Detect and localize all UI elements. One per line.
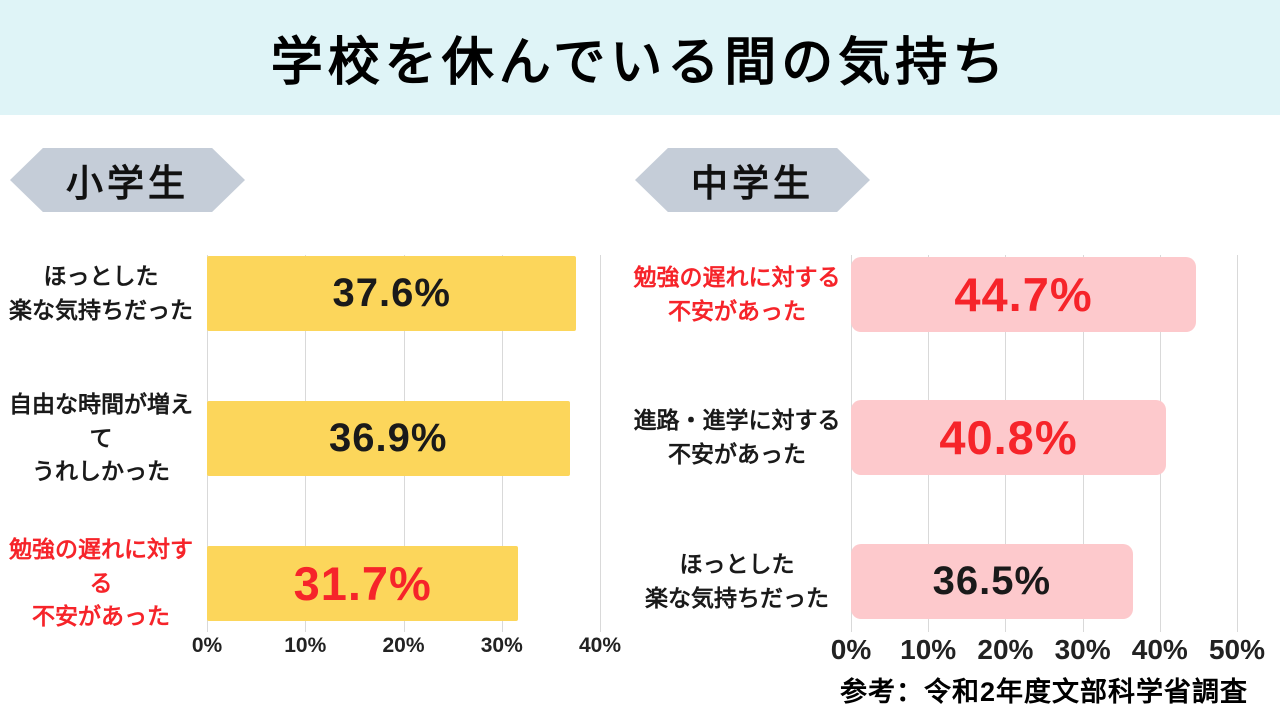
bar: 44.7% bbox=[851, 257, 1197, 332]
category-label: ほっとした 楽な気持ちだった bbox=[0, 256, 202, 331]
bar-row: 31.7% bbox=[207, 546, 600, 621]
axis-tick-label: 20% bbox=[977, 634, 1034, 665]
category-label: 勉強の遅れに対する 不安があった bbox=[0, 536, 202, 629]
bar: 36.9% bbox=[207, 401, 570, 476]
category-label-line: 不安があった bbox=[32, 603, 170, 630]
header-band: 学校を休んでいる間の気持ち bbox=[0, 0, 1280, 115]
bar-row: 36.9% bbox=[207, 401, 600, 476]
bar-row: 40.8% bbox=[851, 400, 1237, 475]
axis-tick-label: 40% bbox=[1131, 634, 1188, 665]
value-label: 40.8% bbox=[939, 411, 1078, 464]
value-label: 36.5% bbox=[932, 559, 1052, 603]
category-label: ほっとした 楽な気持ちだった bbox=[628, 544, 846, 619]
axis-tick-label: 30% bbox=[480, 634, 523, 657]
bar-row: 37.6% bbox=[207, 256, 600, 331]
category-label-line: 進路・進学に対する bbox=[633, 407, 841, 434]
source-note: 参考：令和2年度文部科学省調査 bbox=[839, 677, 1248, 707]
axis-tick-label: 20% bbox=[382, 634, 425, 657]
category-label: 勉強の遅れに対する 不安があった bbox=[628, 257, 846, 332]
badge-junior-label: 中学生 bbox=[691, 163, 814, 204]
category-label: 自由な時間が増えて うれしかった bbox=[0, 391, 202, 484]
category-label-line: 不安があった bbox=[668, 297, 806, 324]
category-label-line: 不安があった bbox=[668, 440, 806, 467]
bar: 31.7% bbox=[207, 546, 519, 621]
category-label: 進路・進学に対する 不安があった bbox=[628, 400, 846, 475]
value-label: 36.9% bbox=[329, 416, 448, 460]
category-label-line: 勉強の遅れに対する bbox=[633, 264, 841, 291]
bar-row: 36.5% bbox=[851, 544, 1237, 619]
category-label-line: 勉強の遅れに対する bbox=[9, 536, 193, 596]
plot-area: 37.6% 36.9% 31.7% bbox=[207, 255, 601, 632]
category-label-line: ほっとした bbox=[43, 263, 159, 290]
x-axis: 0% 10% 20% 30% 40% 50% bbox=[831, 634, 1265, 665]
axis-tick-label: 10% bbox=[284, 634, 327, 657]
value-label: 37.6% bbox=[332, 271, 451, 315]
axis-tick-label: 30% bbox=[1054, 634, 1111, 665]
x-axis: 0% 10% 20% 30% 40% bbox=[192, 634, 621, 664]
category-label-line: うれしかった bbox=[32, 458, 170, 485]
badge-elementary: 小学生 bbox=[10, 148, 245, 212]
category-label-line: 楽な気持ちだった bbox=[9, 296, 193, 323]
value-label: 44.7% bbox=[954, 268, 1093, 321]
bar-row: 44.7% bbox=[851, 257, 1237, 332]
gridline bbox=[600, 255, 601, 632]
axis-tick-label: 40% bbox=[578, 634, 622, 657]
badge-junior: 中学生 bbox=[635, 148, 870, 212]
category-label-line: 楽な気持ちだった bbox=[645, 584, 829, 611]
page-title: 学校を休んでいる間の気持ち bbox=[270, 34, 1010, 92]
bar: 37.6% bbox=[207, 256, 577, 331]
axis-tick-label: 0% bbox=[191, 634, 223, 657]
gridline bbox=[1237, 255, 1238, 632]
category-label-line: ほっとした bbox=[679, 551, 795, 578]
chart-junior: 勉強の遅れに対する 不安があった 進路・進学に対する 不安があった ほっとした … bbox=[620, 250, 1280, 670]
axis-tick-label: 0% bbox=[830, 634, 872, 665]
badge-elementary-label: 小学生 bbox=[66, 163, 189, 204]
bar: 36.5% bbox=[851, 544, 1133, 619]
axis-tick-label: 10% bbox=[900, 634, 957, 665]
bar: 40.8% bbox=[851, 400, 1166, 475]
value-label: 31.7% bbox=[293, 557, 432, 610]
plot-area: 44.7% 40.8% 36.5% bbox=[851, 255, 1238, 632]
category-label-line: 自由な時間が増えて bbox=[9, 391, 193, 451]
axis-tick-label: 50% bbox=[1208, 634, 1266, 665]
chart-elementary: ほっとした 楽な気持ちだった 自由な時間が増えて うれしかった 勉強の遅れに対す… bbox=[0, 250, 621, 670]
